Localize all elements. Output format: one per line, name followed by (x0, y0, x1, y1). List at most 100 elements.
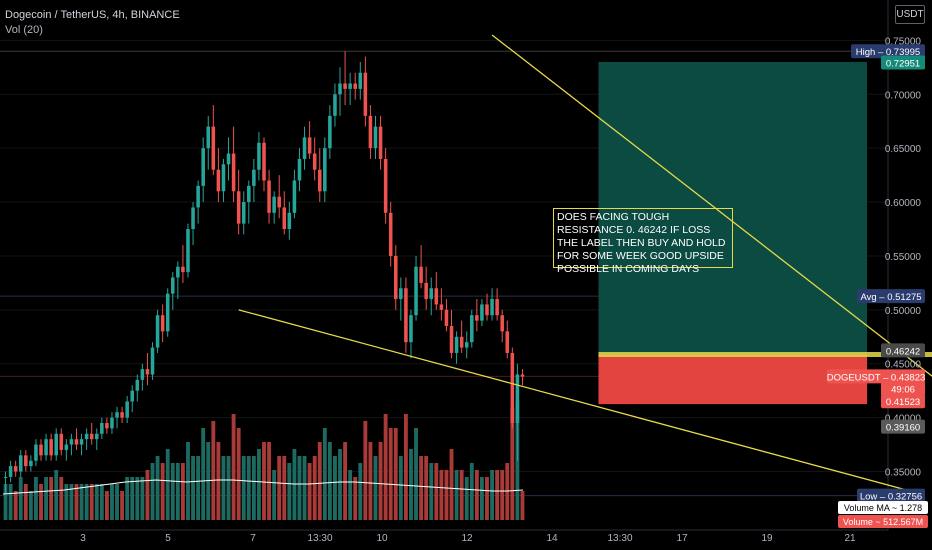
candle-body (333, 94, 337, 116)
volume-bar (191, 456, 195, 520)
volume-bar (409, 449, 413, 520)
volume-bar (414, 428, 418, 520)
price-label-bg (881, 381, 925, 396)
candle-body (328, 115, 332, 149)
volume-bar (333, 456, 337, 520)
volume-bar (8, 484, 13, 520)
price-label-bg (881, 419, 925, 434)
volume-bar (99, 484, 104, 520)
volume-bar (297, 456, 302, 520)
candle-body (100, 423, 104, 434)
candle-body (297, 158, 302, 181)
candle-body (201, 148, 205, 186)
volume-bar (348, 470, 353, 520)
price-label-bg (857, 289, 925, 304)
candle-body (470, 315, 474, 343)
volume-bar (388, 428, 393, 520)
candle-body (282, 207, 287, 229)
candle-body (64, 444, 69, 450)
price-axis: 0.75000 0.70000 0.65000 0.60000 0.55000 0.500… (827, 36, 928, 528)
price-label-bg (881, 55, 925, 70)
volume-bar (434, 463, 439, 520)
volume-bar (262, 442, 266, 520)
candle-body (252, 169, 256, 186)
volume-bars (2, 400, 525, 520)
candle-body (216, 169, 221, 192)
volume-bar (363, 421, 368, 520)
candle-body (94, 433, 99, 440)
volume-bar (490, 470, 494, 520)
volume-bar (186, 442, 190, 520)
candle-body (125, 401, 129, 418)
volume-bar (140, 477, 145, 520)
volume-bar (23, 484, 28, 520)
volume-bar (221, 456, 226, 520)
candle-body (49, 439, 53, 456)
price-label: 0.46242 (886, 346, 920, 357)
candle-body (388, 212, 393, 256)
time-axis: 3 5 7 13:30 10 12 14 13:30 17 19 21 (80, 533, 856, 544)
volume-bar (368, 442, 373, 520)
candle-body (353, 83, 357, 89)
currency-button[interactable]: USDT (895, 5, 925, 24)
candle-body (3, 476, 8, 478)
volume-bar (59, 477, 64, 520)
candle-body (505, 331, 510, 353)
candle-body (140, 369, 145, 380)
price-tick-label: 0.70000 (885, 90, 922, 101)
volume-bar (160, 463, 165, 520)
candle-body (226, 153, 231, 165)
volume-label: Volume ~ 512.567M (843, 517, 923, 527)
candle-body (24, 455, 28, 467)
volume-bar (165, 449, 170, 520)
volume-bar (49, 477, 54, 520)
price-label-bg (827, 369, 925, 384)
volume-bar (464, 477, 469, 520)
candle-body (363, 72, 368, 116)
volume-bar (272, 470, 277, 520)
volume-label: Volume MA ~ 1.278 (844, 503, 922, 513)
price-label: 0.39160 (886, 423, 920, 434)
candle-body (79, 439, 84, 445)
volume-bar (338, 449, 342, 520)
chart-annotation[interactable]: DOES FACING TOUGH RESISTANCE 0. 46242 IF… (553, 208, 733, 275)
price-label-bg (857, 488, 925, 503)
candle-body (176, 266, 180, 278)
volume-indicator-label[interactable]: Vol (20) (5, 24, 43, 36)
time-tick-label: 7 (250, 533, 256, 544)
candle-body (8, 466, 13, 477)
price-label-bg (881, 343, 925, 358)
price-label: Avg – 0.51275 (860, 292, 921, 303)
volume-bar (383, 414, 388, 520)
candle-body (485, 304, 489, 316)
volume-bar (155, 456, 160, 520)
candle-body (34, 444, 38, 461)
time-tick-label: 13:30 (307, 533, 332, 544)
candle-body (317, 169, 322, 192)
candle-body (510, 352, 515, 423)
candle-body (110, 417, 114, 429)
volume-bar (150, 463, 155, 520)
candle-body (302, 137, 307, 159)
candle-body (500, 315, 504, 332)
volume-bar (145, 470, 150, 520)
price-label: 0.41523 (886, 397, 920, 408)
time-tick-label: 13:30 (607, 533, 632, 544)
volume-bar (495, 470, 500, 520)
candle-body (358, 72, 363, 89)
volume-bar (211, 421, 216, 520)
price-tick-label: 0.55000 (885, 252, 922, 263)
volume-bar (459, 470, 464, 520)
volume-bar (54, 470, 59, 520)
candles (3, 51, 525, 494)
candle-body (292, 180, 297, 213)
candle-body (495, 299, 499, 316)
candle-body (267, 180, 271, 213)
volume-label-bg (838, 501, 928, 514)
volume-bar (241, 456, 246, 520)
candle-body (277, 196, 281, 208)
candle-body (454, 336, 459, 353)
candle-body (262, 142, 266, 181)
candle-body (54, 433, 58, 456)
